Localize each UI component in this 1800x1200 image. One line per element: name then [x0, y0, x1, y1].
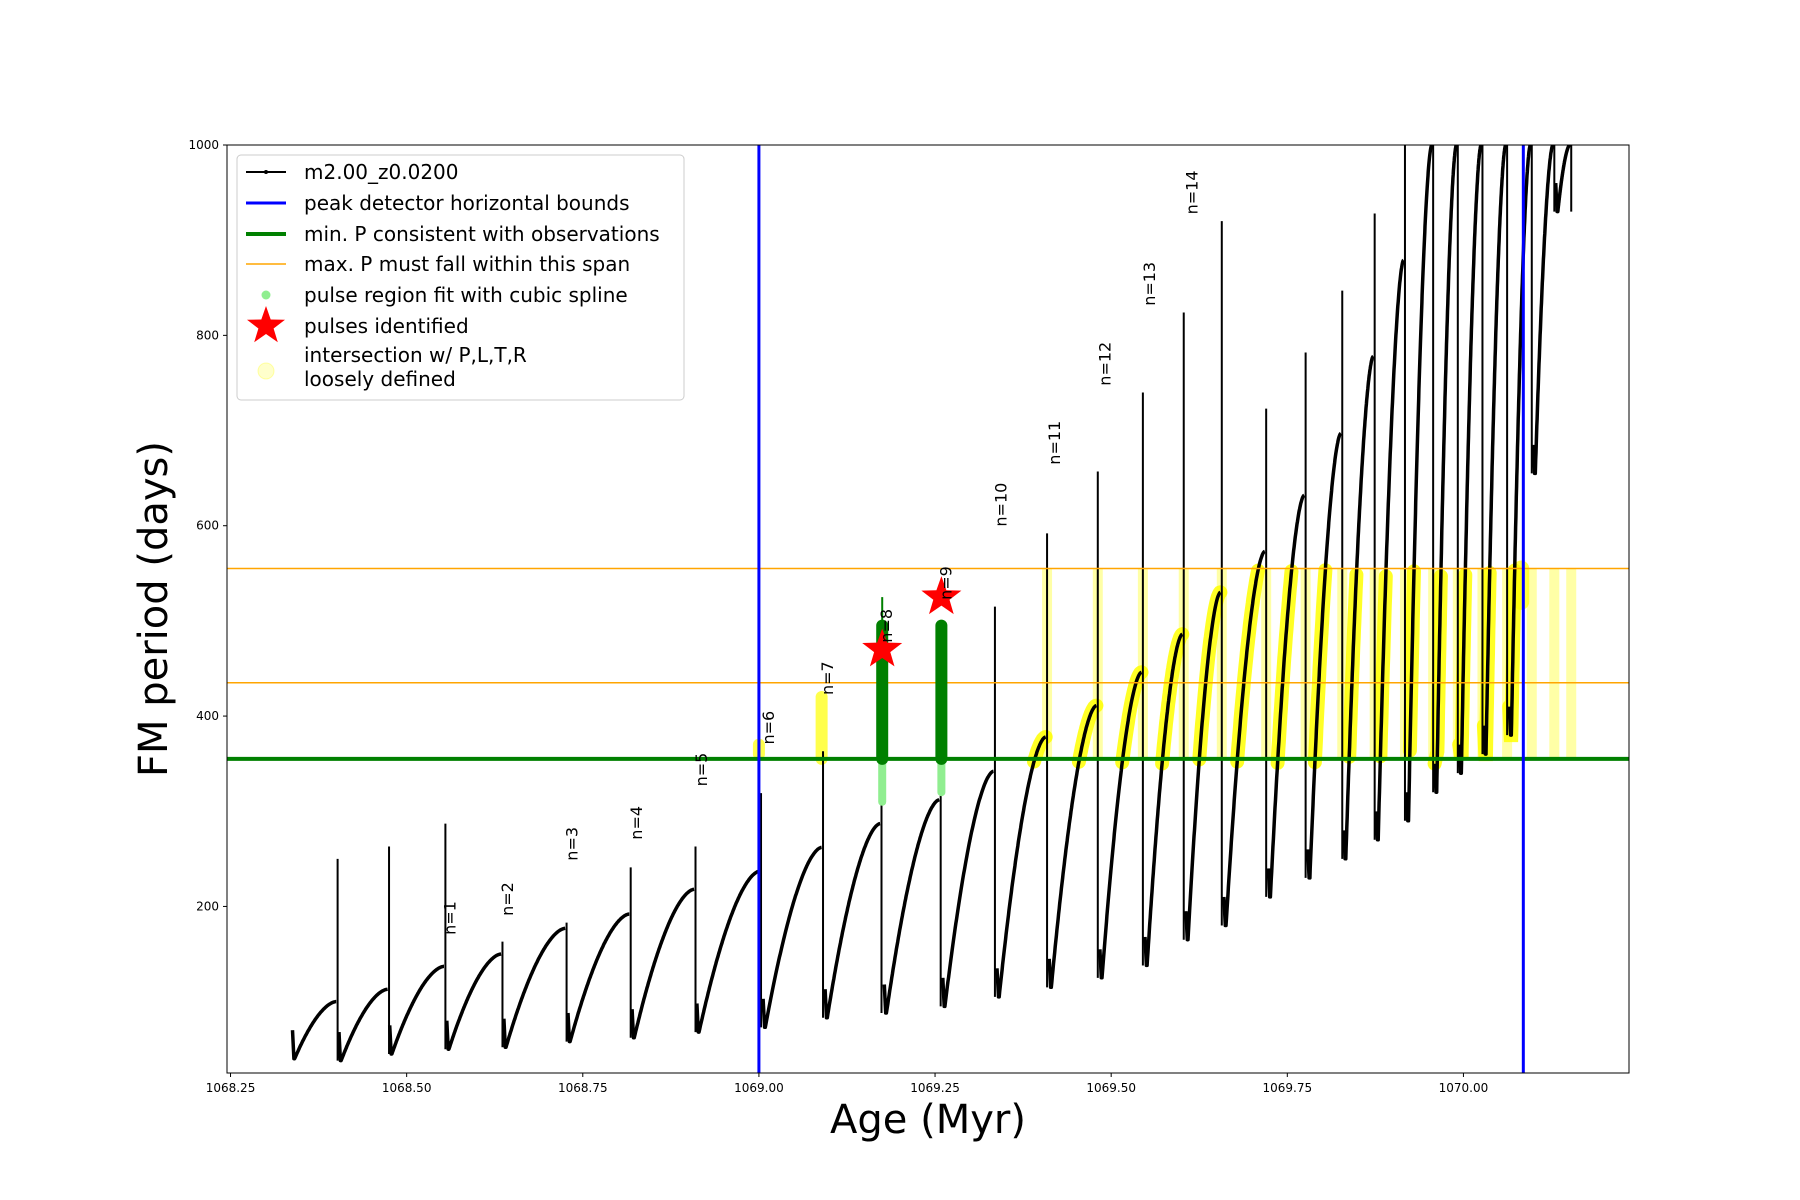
series-cycle	[1457, 145, 1483, 775]
series-cycle	[1305, 431, 1343, 880]
pulse-number-label: n=14	[1182, 170, 1201, 214]
series-cycle	[630, 887, 696, 1040]
legend-label-pulses: pulses identified	[304, 314, 469, 338]
pulse-number-label: n=12	[1096, 342, 1115, 386]
y-tick-label: 800	[196, 328, 219, 342]
legend-entry-intersection: intersection w/ P,L,T,R loosely defined	[257, 343, 527, 391]
legend-marker-pulse-star	[247, 306, 285, 343]
legend-entry-series: m2.00_z0.0200	[246, 160, 459, 184]
series-cycle	[502, 926, 567, 1050]
pulse-identified-star	[921, 576, 962, 615]
series-cycle	[941, 769, 995, 1009]
series-cycle	[1507, 145, 1532, 737]
legend-entry-pulses: pulses identified	[247, 306, 469, 343]
series-cycle	[1341, 354, 1375, 861]
legend-entry-spline: pulse region fit with cubic spline	[261, 283, 628, 307]
series-cycle	[1222, 549, 1267, 928]
y-tick-label: 1000	[188, 138, 219, 152]
legend-entry-min-p: min. P consistent with observations	[246, 222, 660, 246]
legend-label-bounds: peak detector horizontal bounds	[304, 191, 630, 215]
x-axis-ticks: 1068.25 1068.50 1068.75 1069.00 1069.25 1069.…	[206, 1073, 1489, 1095]
series-cycle	[1143, 632, 1184, 968]
series-cycle	[1432, 145, 1458, 794]
legend-label-intersection-2: loosely defined	[304, 367, 456, 391]
pulse-number-label: n=9	[936, 566, 955, 600]
series-cycle	[566, 912, 631, 1044]
y-tick-label: 400	[196, 709, 219, 723]
series-cycle	[1098, 670, 1143, 980]
legend-entry-max-p: max. P must fall within this span	[246, 252, 630, 276]
legend-label-min-p: min. P consistent with observations	[304, 222, 660, 246]
legend-label-max-p: max. P must fall within this span	[304, 252, 630, 276]
pulse-number-label: n=4	[627, 806, 646, 840]
pulse-number-label: n=8	[877, 609, 896, 643]
pulse-number-label: n=11	[1045, 421, 1064, 465]
series-cycle	[1374, 258, 1405, 842]
series-cycle	[445, 952, 503, 1051]
y-axis-label: FM period (days)	[131, 441, 177, 777]
x-tick-label: 1069.00	[734, 1081, 784, 1095]
legend-label-intersection-1: intersection w/ P,L,T,R	[304, 343, 527, 367]
y-tick-label: 200	[196, 899, 219, 913]
series-cycle	[387, 964, 446, 1056]
series-cycle	[1531, 145, 1555, 476]
pulse-number-label: n=7	[818, 661, 837, 695]
pulses-identified-markers	[862, 576, 962, 667]
x-tick-label: 1069.75	[1262, 1081, 1312, 1095]
pulse-number-label: n=6	[759, 711, 778, 745]
pulse-number-labels: n=1 n=2 n=3 n=4 n=5 n=6 n=7 n=8 n=9 n=10 n=11 n=12 n…	[440, 170, 1201, 934]
pulse-number-label: n=13	[1140, 262, 1159, 306]
x-tick-label: 1068.50	[382, 1081, 432, 1095]
x-tick-label: 1068.75	[558, 1081, 608, 1095]
series-cycle	[1553, 145, 1572, 214]
pulse-identified-star	[862, 628, 903, 667]
legend-entry-bounds: peak detector horizontal bounds	[246, 191, 630, 215]
series-m2-z0200	[290, 145, 1573, 1063]
legend-marker-series	[264, 170, 268, 174]
series-cycle	[1482, 145, 1508, 756]
legend: m2.00_z0.0200 peak detector horizontal b…	[236, 154, 685, 401]
x-axis-label: Age (Myr)	[830, 1097, 1026, 1143]
series-cycle	[882, 798, 941, 1015]
series-cycle	[1404, 145, 1434, 823]
legend-label-spline: pulse region fit with cubic spline	[304, 283, 628, 307]
legend-label-series: m2.00_z0.0200	[304, 160, 459, 184]
pulse-number-label: n=2	[498, 882, 517, 916]
plot-area	[227, 145, 1629, 1073]
pulse-number-label: n=1	[440, 901, 459, 935]
series-cycle	[337, 987, 389, 1063]
plot-frame	[226, 144, 1630, 1074]
pulse-number-label: n=10	[991, 483, 1010, 527]
legend-box	[236, 154, 685, 401]
series-cycle	[1184, 590, 1222, 942]
legend-marker-spline	[261, 290, 271, 300]
pulse-number-label: n=5	[692, 753, 711, 787]
series-cycle	[695, 869, 761, 1034]
series-cycle	[1047, 703, 1098, 990]
series-cycle	[290, 999, 338, 1061]
reference-lines	[227, 145, 1629, 1073]
x-tick-label: 1069.25	[910, 1081, 960, 1095]
series-cycle	[823, 821, 882, 1020]
y-tick-label: 600	[196, 519, 219, 533]
series-cycle	[1266, 493, 1306, 899]
legend-marker-intersection	[257, 362, 275, 380]
x-tick-label: 1070.00	[1439, 1081, 1489, 1095]
series-cycle	[761, 845, 823, 1030]
y-axis-ticks: 200 400 600 800 1000	[188, 138, 227, 913]
series-cycle	[995, 735, 1047, 999]
x-tick-label: 1069.50	[1086, 1081, 1136, 1095]
pulse-number-label: n=3	[562, 827, 581, 861]
x-tick-label: 1068.25	[206, 1081, 256, 1095]
